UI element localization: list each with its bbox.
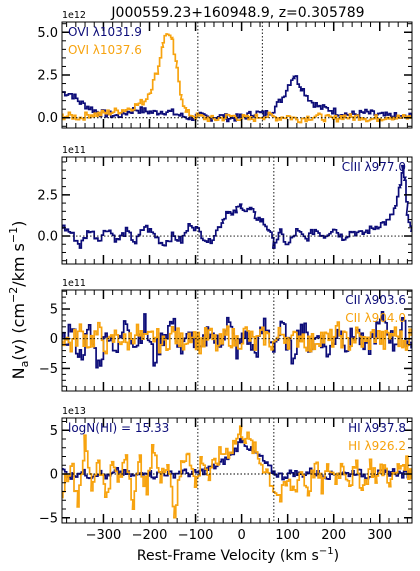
legend-entry: CII λ904.0 <box>345 311 406 325</box>
x-tick-label: −300 <box>86 528 122 543</box>
legend-entry: HI λ926.2 <box>348 439 406 453</box>
series-line-4-2 <box>62 425 412 519</box>
series-line-1-1 <box>62 75 412 123</box>
x-tick-label: 300 <box>367 528 392 543</box>
x-tick-label: 100 <box>275 528 300 543</box>
x-tick-label: −200 <box>132 528 168 543</box>
y-tick-label: 5 <box>50 303 58 318</box>
x-tick-label: 200 <box>321 528 346 543</box>
series-line-1-2 <box>62 33 412 124</box>
y-tick-label: 0 <box>50 332 58 347</box>
y-tick-label: 0 <box>50 468 58 483</box>
series-line-3-2 <box>62 321 412 355</box>
legend-entry: CIII λ977.0 <box>342 160 406 174</box>
series-line-2-1 <box>62 164 412 249</box>
y-tick-label: 0.0 <box>37 111 58 126</box>
y-axis-label: Na(v) (cm−2/km s−1) <box>7 221 31 380</box>
legend-entry: HI λ937.8 <box>348 421 406 435</box>
scale-label: 1e13 <box>62 406 86 417</box>
legend-entry: CII λ903.6 <box>345 293 406 307</box>
y-tick-label: 5 <box>50 424 58 439</box>
scale-label: 1e11 <box>62 145 86 156</box>
x-tick-label: 0 <box>237 528 245 543</box>
legend-entry: OVI λ1037.6 <box>68 43 142 57</box>
y-tick-label: 0.0 <box>37 230 58 245</box>
panel-frame <box>61 156 413 265</box>
legend-entry: OVI λ1031.9 <box>68 25 142 39</box>
scale-label: 1e11 <box>62 278 86 289</box>
y-tick-label: 2.5 <box>37 69 58 84</box>
scale-label: 1e12 <box>62 10 86 21</box>
x-tick-label: −100 <box>178 528 214 543</box>
panel-1: 0.0 2.5 5.0 1e12 OVI λ1031.9 OVI λ1037.6 <box>37 10 413 129</box>
y-tick-label: 2.5 <box>37 188 58 203</box>
panels: 0.0 2.5 5.0 1e12 OVI λ1031.9 OVI λ1037.6 0.0 2.… <box>37 10 413 543</box>
panel-3: −5 0 5 1e11 CII λ903.6 CII λ904.0 <box>39 278 413 392</box>
figure-title: J000559.23+160948.9, z=0.305789 <box>110 5 364 21</box>
y-tick-label: −5 <box>39 511 58 526</box>
y-tick-label: 5.0 <box>37 26 58 41</box>
panel-frame <box>61 289 413 392</box>
panel-frame <box>61 417 413 524</box>
x-axis-label: Rest-Frame Velocity (km s−1) <box>137 546 339 564</box>
panel-4: −5 0 5 1e13 HI λ937.8 HI λ926.2 logN(HI) = 15.… <box>39 406 413 543</box>
panel-2: 0.0 2.5 1e11 CIII λ977.0 <box>37 145 413 265</box>
column-density-annotation: logN(HI) = 15.33 <box>68 421 169 435</box>
y-tick-label: −5 <box>39 362 58 377</box>
